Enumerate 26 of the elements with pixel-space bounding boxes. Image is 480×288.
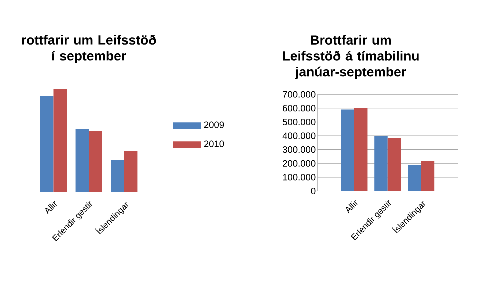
legend-label: 2009 <box>204 122 224 128</box>
chart-title: Brottfarir um Leifsstöð á tímabilinu janúar-september <box>283 35 419 80</box>
y-tick-label: 200.000 <box>283 160 316 167</box>
y-tick-label: 700.000 <box>283 91 316 98</box>
x-tick-label: Allir <box>46 201 58 215</box>
y-tick-label: 400.000 <box>282 132 316 140</box>
bar <box>354 108 368 192</box>
bar <box>40 96 54 192</box>
bar <box>89 131 102 192</box>
x-tick-label: Allir <box>346 200 358 214</box>
bar <box>111 160 124 192</box>
bar <box>124 151 138 192</box>
y-tick-label: 300.000 <box>282 146 316 154</box>
bar <box>408 165 422 192</box>
chart-title: rottfarir um Leifsstöð í september <box>22 35 156 64</box>
bar <box>388 138 402 192</box>
bar <box>54 89 68 192</box>
y-tick-label: 0 <box>311 188 316 195</box>
y-tick-label: 100.000 <box>283 174 316 181</box>
bar <box>421 162 435 192</box>
y-tick-label: 600.000 <box>283 105 316 112</box>
bar <box>374 136 388 192</box>
bar <box>341 110 354 192</box>
y-tick-label: 500.000 <box>282 119 316 126</box>
bar <box>76 129 90 192</box>
legend-label: 2010 <box>204 140 224 148</box>
